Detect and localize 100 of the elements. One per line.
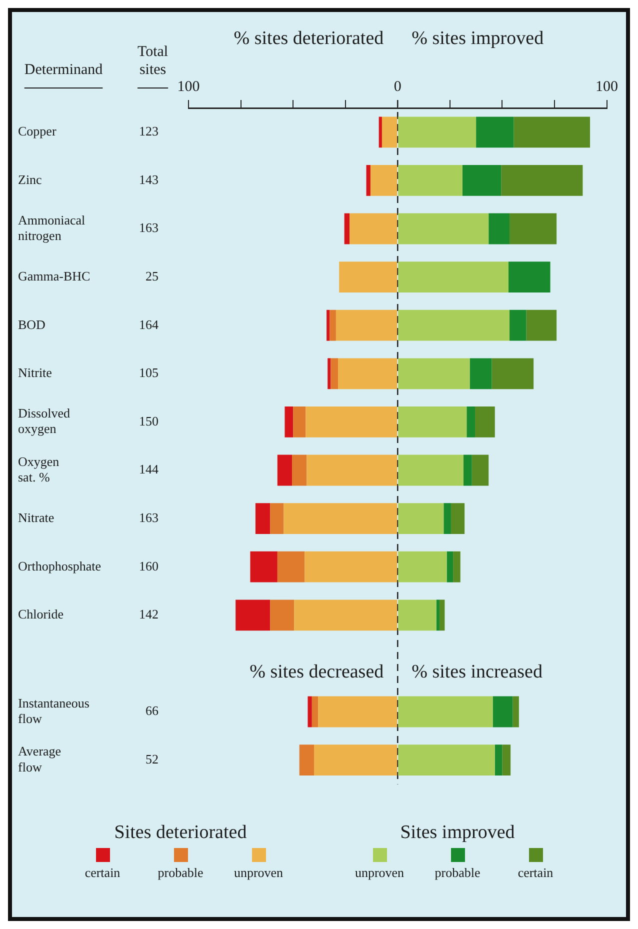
legend-label: probable — [158, 865, 204, 881]
bar — [284, 503, 398, 534]
bar — [398, 406, 467, 438]
y-tick-label: Nitrate — [18, 510, 54, 525]
y2-tick-label: 163 — [139, 220, 159, 236]
y-tick-label: Gamma-BHC — [18, 268, 90, 284]
bar — [462, 164, 502, 196]
bar — [492, 696, 513, 728]
y2-tick-label: 105 — [139, 365, 159, 380]
bar — [306, 454, 398, 486]
bar — [436, 600, 440, 631]
bar — [344, 213, 350, 244]
annotation: % sites increased — [412, 661, 543, 682]
bar — [508, 262, 550, 293]
bar — [277, 551, 305, 582]
text: % sites improved — [412, 28, 544, 49]
bar — [236, 600, 270, 631]
x-tick-label: 100 — [596, 78, 618, 95]
y-tick-label: Ammoniacal nitrogen — [18, 212, 86, 243]
bar — [526, 310, 557, 341]
bar — [466, 406, 476, 438]
annotation: % sites decreased — [250, 661, 384, 682]
bar — [472, 454, 489, 486]
bar — [439, 600, 445, 631]
bar — [366, 164, 370, 196]
text: Sites deteriorated — [113, 822, 248, 844]
bar — [299, 744, 314, 776]
text: % sites deteriorated — [234, 28, 384, 49]
bar — [398, 503, 444, 534]
bar — [255, 503, 270, 534]
legend-label: unproven — [234, 865, 284, 881]
bar — [292, 454, 307, 486]
bar — [453, 551, 460, 582]
bar — [293, 406, 306, 438]
bar — [398, 213, 489, 244]
bar — [378, 116, 382, 148]
y2-tick-label: 143 — [139, 172, 159, 187]
y-tick-label: BOD — [18, 316, 46, 332]
bar — [464, 454, 472, 486]
bar — [270, 600, 294, 631]
y2-tick-label: 66 — [146, 703, 160, 718]
bar — [312, 696, 318, 728]
bar — [398, 116, 476, 148]
bar — [470, 358, 492, 390]
x-tick-label: 100 — [177, 78, 200, 95]
bar — [330, 310, 336, 341]
legend-label: probable — [434, 865, 480, 881]
bar — [398, 744, 495, 776]
bar — [398, 454, 464, 486]
y-tick-label: Dissolved oxygen — [18, 406, 70, 436]
bar — [476, 116, 514, 148]
bar — [398, 551, 447, 582]
bar — [501, 164, 583, 196]
bar — [475, 406, 495, 438]
y2-tick-label: 150 — [139, 413, 159, 428]
y2-tick-label: 25 — [146, 268, 159, 284]
bar — [338, 358, 398, 390]
bar — [370, 164, 398, 196]
bar — [314, 744, 398, 776]
bar — [308, 696, 312, 728]
bar — [318, 696, 398, 728]
legend-label: certain — [84, 865, 120, 881]
y2-tick-label: 163 — [139, 510, 159, 525]
bar — [444, 503, 451, 534]
bar — [398, 600, 436, 631]
y2-tick-label: 123 — [139, 124, 159, 139]
bar — [328, 358, 331, 390]
y2-axis-title: Total sites — [137, 44, 168, 78]
y2-tick-label: 142 — [139, 606, 159, 622]
bar — [510, 310, 526, 341]
bar — [382, 116, 398, 148]
bar — [398, 310, 510, 341]
legend-label: unproven — [354, 865, 404, 881]
text: Sites improved — [399, 822, 516, 844]
bar — [277, 454, 292, 486]
y-tick-label: Zinc — [18, 172, 42, 187]
bar — [339, 262, 398, 293]
y-tick-label: Copper — [18, 124, 57, 139]
bar — [350, 213, 398, 244]
y-tick-label: Nitrite — [18, 365, 52, 380]
bar — [510, 213, 557, 244]
bar — [502, 744, 511, 776]
bar — [494, 744, 502, 776]
y2-tick-label: 160 — [139, 558, 159, 574]
y-tick-label: Chloride — [18, 606, 64, 622]
bar — [512, 696, 519, 728]
bar — [514, 116, 590, 148]
bar — [304, 551, 398, 582]
bar — [450, 503, 465, 534]
y2-tick-label: 164 — [139, 316, 160, 332]
y-axis-title: Determinand — [24, 62, 104, 78]
bar — [306, 406, 398, 438]
x-tick-label: 0 — [394, 78, 402, 95]
bar — [270, 503, 284, 534]
y2-tick-label: 52 — [146, 751, 159, 766]
y2-tick-label: 144 — [139, 462, 160, 477]
bar — [330, 358, 338, 390]
bar — [336, 310, 398, 341]
y-tick-label: Oxygen sat. % — [18, 454, 60, 484]
bar — [326, 310, 330, 341]
